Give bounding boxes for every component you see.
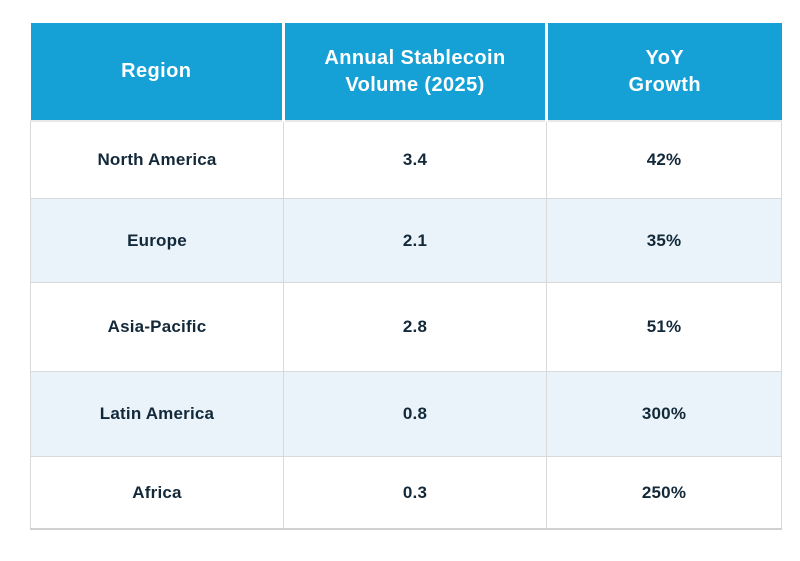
- table-row-africa: Africa 0.3 250%: [30, 456, 782, 530]
- column-header-growth: YoY Growth: [545, 23, 782, 122]
- cell-region: Africa: [30, 456, 284, 530]
- cell-growth: 51%: [546, 282, 782, 372]
- table-header-row: Region Annual Stablecoin Volume (2025) Y…: [30, 23, 782, 122]
- cell-volume: 0.3: [283, 456, 547, 530]
- stablecoin-volume-table: Region Annual Stablecoin Volume (2025) Y…: [30, 23, 782, 530]
- table-row-asia-pacific: Asia-Pacific 2.8 51%: [30, 282, 782, 372]
- cell-region: Europe: [30, 198, 284, 283]
- table-row-europe: Europe 2.1 35%: [30, 198, 782, 283]
- cell-volume: 3.4: [283, 120, 547, 199]
- table-row-north-america: North America 3.4 42%: [30, 120, 782, 199]
- cell-volume: 2.1: [283, 198, 547, 283]
- cell-growth: 250%: [546, 456, 782, 530]
- cell-growth: 300%: [546, 371, 782, 457]
- column-header-region: Region: [30, 23, 284, 122]
- cell-growth: 42%: [546, 120, 782, 199]
- cell-volume: 0.8: [283, 371, 547, 457]
- stablecoin-table-container: Region Annual Stablecoin Volume (2025) Y…: [30, 23, 782, 530]
- cell-volume: 2.8: [283, 282, 547, 372]
- table-row-latin-america: Latin America 0.8 300%: [30, 371, 782, 457]
- cell-growth: 35%: [546, 198, 782, 283]
- column-header-volume: Annual Stablecoin Volume (2025): [282, 23, 547, 122]
- cell-region: Latin America: [30, 371, 284, 457]
- cell-region: North America: [30, 120, 284, 199]
- cell-region: Asia-Pacific: [30, 282, 284, 372]
